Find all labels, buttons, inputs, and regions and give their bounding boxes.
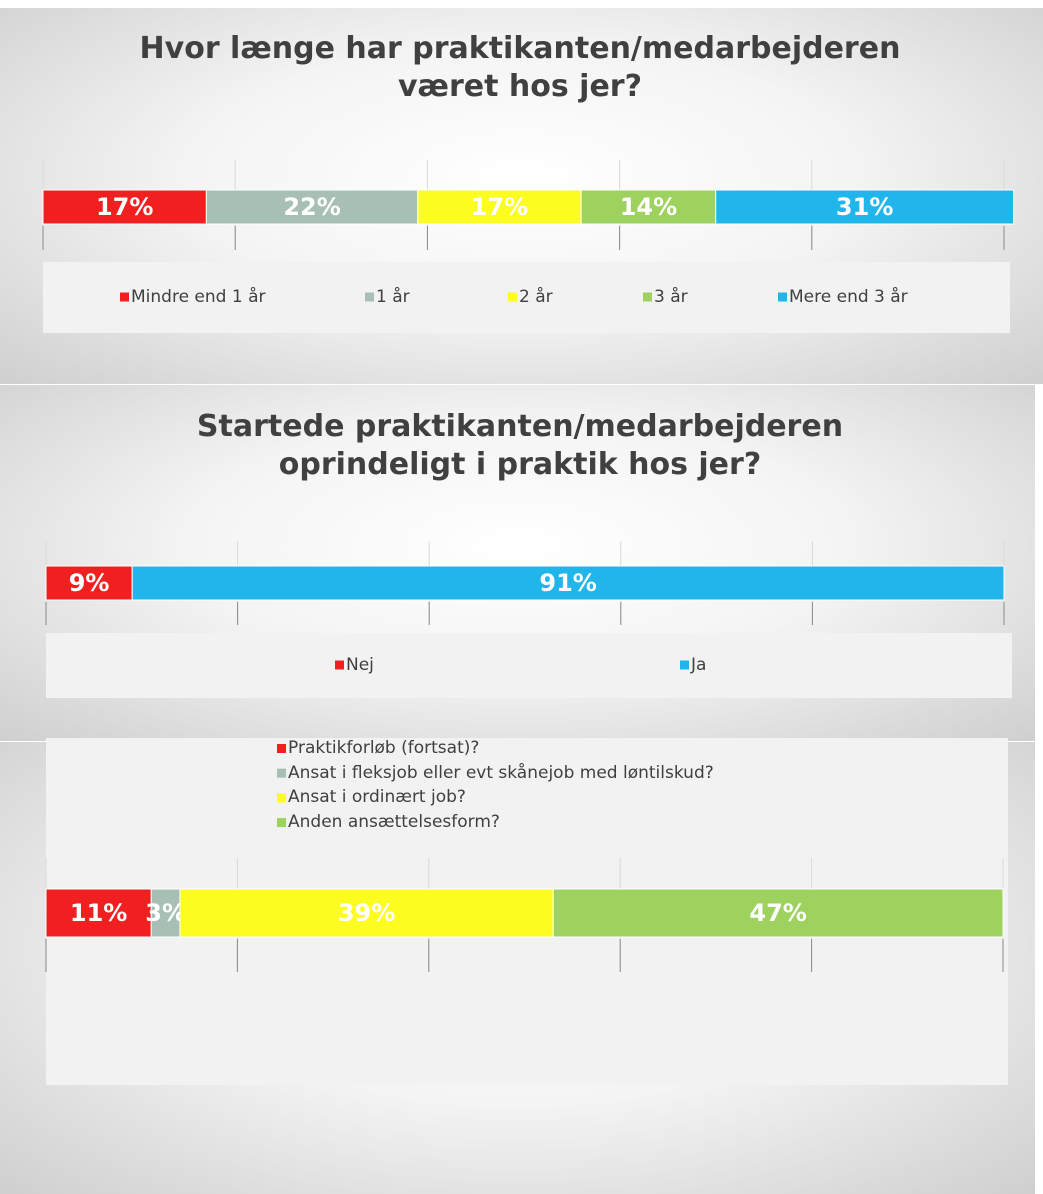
legend-marker — [643, 292, 652, 302]
bar-segment — [45, 888, 152, 938]
legend-marker — [277, 818, 286, 828]
legend-marker — [365, 292, 374, 302]
legend-label: Mindre end 1 år — [131, 286, 266, 307]
legend-label: Anden ansættelsesform? — [288, 812, 500, 833]
data-label: 17% — [471, 193, 528, 221]
legend-marker — [277, 793, 286, 803]
bar-segment — [131, 565, 1005, 601]
legend-marker — [120, 292, 129, 302]
legend-marker — [778, 292, 787, 302]
bar-segment — [45, 565, 133, 601]
legend-label: 3 år — [654, 286, 688, 307]
legend-marker — [508, 292, 517, 302]
bar-segment — [205, 189, 419, 225]
legend-label: 2 år — [519, 286, 553, 307]
legend-label: Ansat i fleksjob eller evt skånejob med … — [288, 762, 714, 783]
data-label: 22% — [283, 193, 340, 221]
bar-segment — [417, 189, 582, 225]
legend-label: Mere end 3 år — [789, 286, 908, 307]
data-label: 47% — [749, 899, 806, 927]
data-label: 9% — [69, 569, 110, 597]
legend-label: Ja — [691, 654, 707, 675]
legend-label: Praktikforløb (fortsat)? — [288, 738, 480, 758]
chart-title: Startede praktikanten/medarbejderen opri… — [196, 409, 844, 482]
data-label: 11% — [70, 899, 127, 927]
legend-box — [43, 262, 1010, 333]
bar-segment — [150, 888, 181, 938]
data-label: 17% — [96, 193, 153, 221]
legend-box — [46, 633, 1012, 698]
chart-title: Hvor længe har praktikanten/medarbejdere… — [139, 31, 901, 104]
bar-segment — [42, 189, 207, 225]
data-label: 14% — [620, 193, 677, 221]
bar-segment — [715, 189, 1015, 225]
legend-label: 1 år — [376, 286, 410, 307]
bar-segment — [580, 189, 717, 225]
legend-label: Nej — [346, 654, 374, 675]
legend-marker — [680, 660, 689, 670]
data-label: 39% — [338, 899, 395, 927]
legend-label: Ansat i ordinært job? — [288, 787, 466, 808]
data-label: 91% — [539, 569, 596, 597]
data-label: 3% — [145, 899, 186, 927]
bar-segment — [552, 888, 1004, 938]
legend-marker — [277, 768, 286, 778]
data-label: 31% — [836, 193, 893, 221]
bar-segment — [179, 888, 554, 938]
legend-marker — [277, 744, 286, 753]
legend-marker — [335, 660, 344, 670]
